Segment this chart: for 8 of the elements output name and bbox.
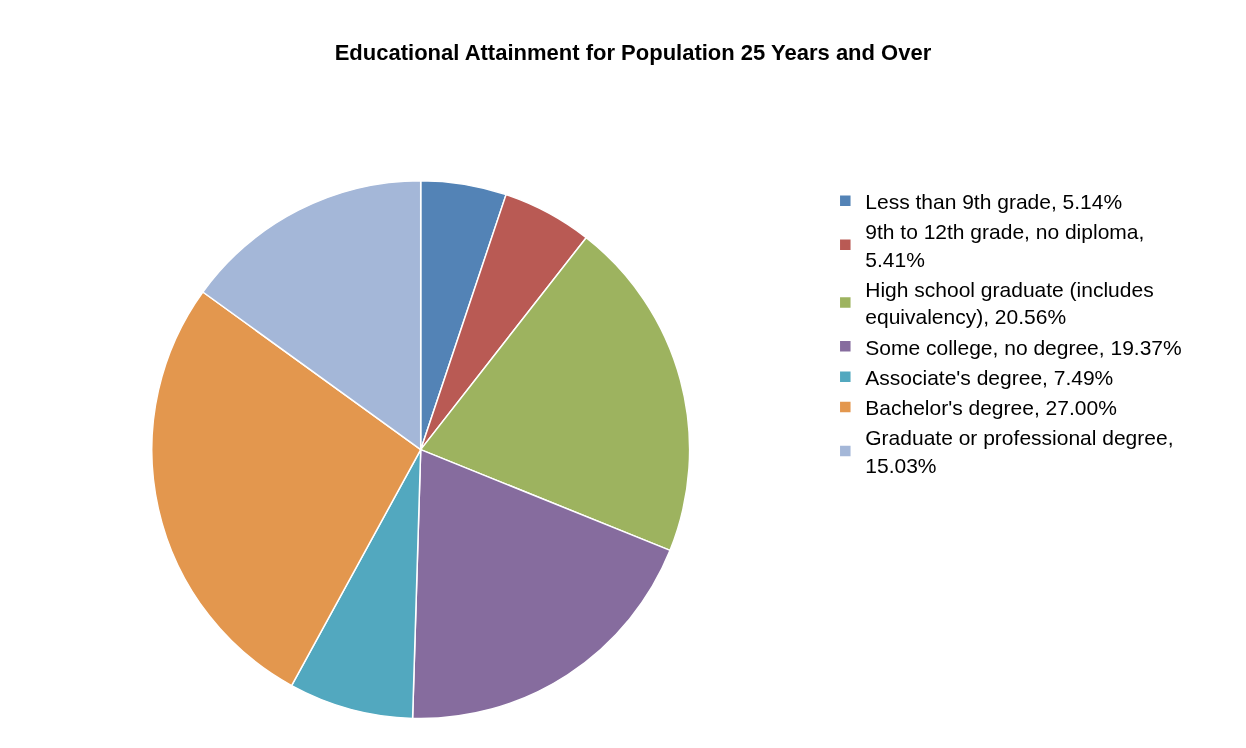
legend-label: Associate's degree, 7.49% bbox=[865, 365, 1114, 389]
legend-label: High school graduate (includes equivalency), 20.56% bbox=[865, 277, 1154, 329]
legend-label: Some college, no degree, 19.37% bbox=[865, 335, 1182, 359]
legend-label: Bachelor's degree, 27.00% bbox=[865, 396, 1117, 420]
chart-title: Educational Attainment for Population 25 Years and Over bbox=[334, 40, 932, 66]
legend-label: 9th to 12th grade, no diploma, 5.41% bbox=[865, 220, 1145, 271]
legend-label: Less than 9th grade, 5.14% bbox=[865, 190, 1123, 214]
legend-label: Graduate or professional degree, 15.03% bbox=[865, 426, 1174, 477]
